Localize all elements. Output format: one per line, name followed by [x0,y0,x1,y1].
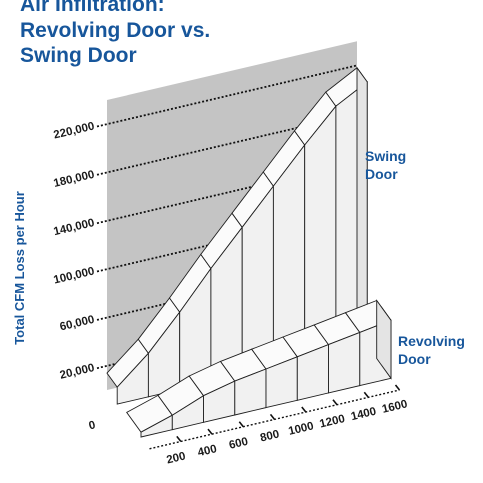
x-tick-mark-4 [269,413,276,420]
chart-title-line-2: Revolving Door vs. [20,19,210,42]
x-tick-mark-2 [207,428,213,435]
x-tick-label-6: 1200 [318,413,346,431]
chart-title-line-3: Swing Door [20,44,137,67]
x-tick-mark-5 [301,406,307,413]
x-tick-label-1: 200 [165,450,186,466]
x-tick-mark-7 [363,391,369,398]
y-axis-label: Total CFM Loss per Hour [12,191,27,345]
y-tick-label-3: 100,000 [52,265,95,286]
y-tick-label-4: 140,000 [52,217,95,238]
gridline-6 [96,64,358,128]
x-tick-mark-3 [238,421,244,428]
x-axis-ticks: 200 400 600 800 1000 1200 1400 1600 [165,398,408,466]
revolving-door-area [126,299,392,438]
chart-title: Air Infiltration: Revolving Door vs. Swi… [20,0,210,67]
revolving-door-label-line-2: Door [398,351,431,367]
x-tick-label-5: 1000 [287,420,315,438]
chart-title-line-1: Air Infiltration: [20,0,165,16]
x-tick-label-8: 1600 [381,398,409,416]
x-tick-label-3: 600 [228,436,249,452]
x-tick-mark-6 [332,399,338,406]
y-tick-label-1: 20,000 [59,362,96,382]
x-tick-mark-8 [394,384,401,391]
y-tick-label-6: 220,000 [52,120,95,141]
x-tick-label-4: 800 [259,428,280,444]
series-labels: Swing Door Revolving Door [365,148,465,367]
y-tick-label-5: 180,000 [52,169,95,190]
gridline-5 [96,112,358,176]
swing-door-label-line-1: Swing [365,148,406,164]
x-axis [149,384,401,450]
gridline-4 [96,161,358,225]
x-tick-label-2: 400 [197,443,218,459]
swing-door-area [106,66,368,405]
y-tick-label-2: 60,000 [59,314,96,334]
swing-door-end-face [356,66,368,347]
x-tick-mark-1 [176,435,182,442]
y-tick-label-0: 0 [88,419,97,432]
revolving-door-end-face [376,299,392,380]
revolving-door-label-line-1: Revolving [398,333,465,349]
x-tick-label-7: 1400 [350,406,378,424]
swing-door-label-line-2: Door [365,166,398,182]
y-axis-ticks: 0 20,000 60,000 100,000 140,000 180,000 220,00… [52,120,96,432]
